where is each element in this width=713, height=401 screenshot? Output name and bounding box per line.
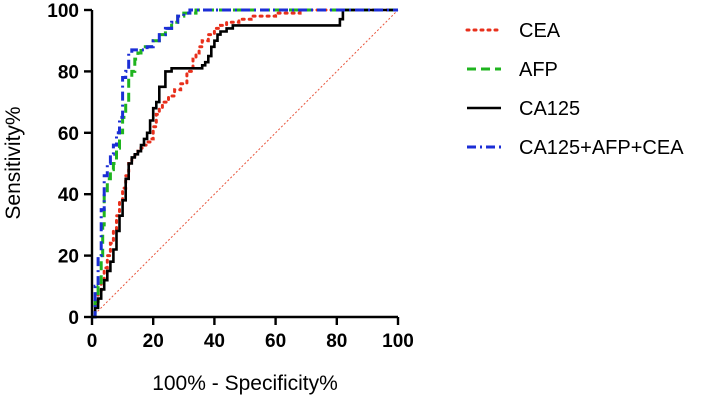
series-line-ca125-afp-cea <box>92 8 398 319</box>
axes-layer <box>90 10 398 319</box>
legend-label-ca125: CA125 <box>519 98 580 120</box>
y-tick-label: 100 <box>47 1 79 22</box>
legend-label-ca125-afp-cea: CA125+AFP+CEA <box>519 137 684 159</box>
legend-label-afp: AFP <box>519 59 558 81</box>
x-tick-label: 80 <box>326 331 347 352</box>
x-tick-label: 100 <box>382 331 414 352</box>
series-line-afp <box>92 8 398 319</box>
y-tick-label: 80 <box>58 62 79 83</box>
reference-line-layer <box>91 9 399 318</box>
series-line-ca125 <box>92 8 398 319</box>
y-tick-label: 20 <box>58 247 79 268</box>
x-tick-label: 40 <box>204 331 225 352</box>
plot-area: 0 20 40 60 80 100 0 20 40 60 80 100 <box>47 1 414 352</box>
y-tick-label: 0 <box>68 308 79 329</box>
x-axis-title: 100% - Specificity% <box>152 372 338 395</box>
tick-layer: 0 20 40 60 80 100 0 20 40 60 80 100 <box>47 1 414 352</box>
y-axis-title: Sensitivity% <box>2 106 25 219</box>
y-tick-label: 40 <box>58 185 79 206</box>
y-tick-label: 60 <box>58 124 79 145</box>
series-line-cea <box>90 8 400 319</box>
x-tick-label: 0 <box>87 331 98 352</box>
legend-label-cea: CEA <box>519 20 561 42</box>
x-tick-label: 20 <box>143 331 164 352</box>
x-tick-label: 60 <box>265 331 286 352</box>
reference-diagonal-line <box>91 9 399 318</box>
legend: CEA AFP CA125 CA125+AFP+CEA <box>465 20 684 159</box>
series-layer <box>90 8 400 319</box>
